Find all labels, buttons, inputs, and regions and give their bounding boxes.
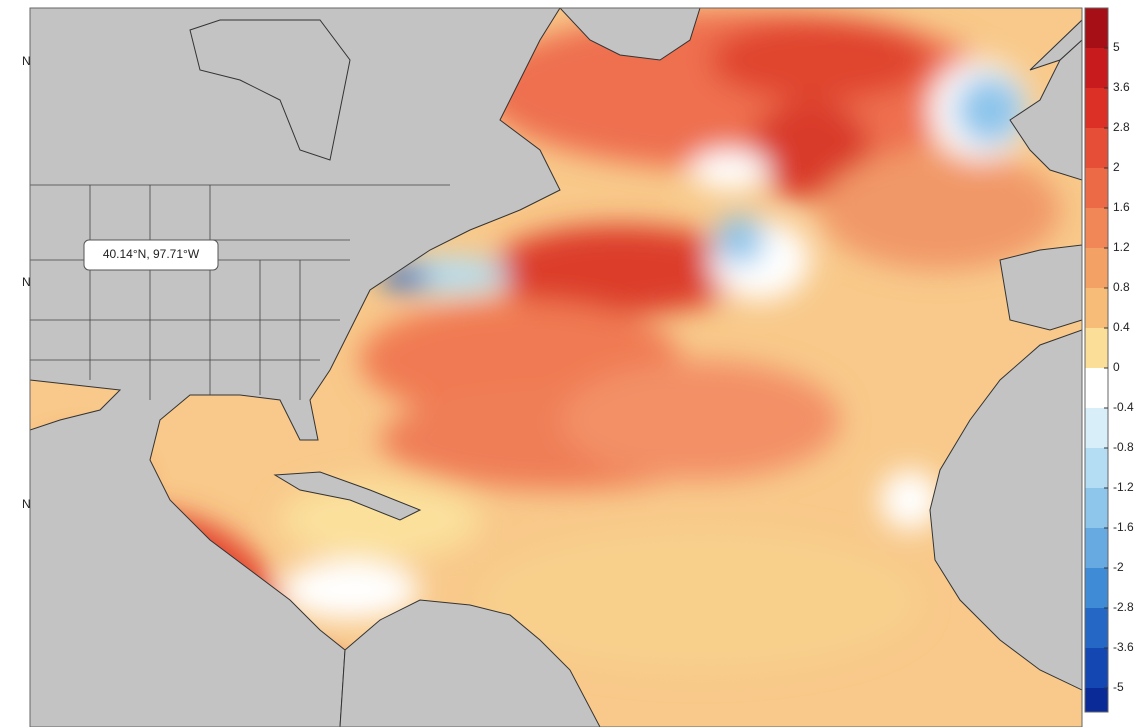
colorbar-label: -2 [1113,560,1124,574]
colorbar-segment [1085,328,1108,368]
colorbar-label: 1.6 [1113,200,1130,214]
colorbar-label: -5 [1113,680,1124,694]
colorbar-segment [1085,368,1108,408]
british-isles [1009,39,1082,181]
colorbar-segment [1085,248,1108,288]
colorbar: 5 3.6 2.8 2 1.6 1.2 0.8 0.4 0 -0.4 -0.8 -1.2 -1.6 -2 -… [1084,7,1134,713]
colorbar-frame [1084,7,1109,713]
colorbar-segment [1085,288,1108,328]
colorbar-segment [1085,8,1108,48]
colorbar-label: -1.6 [1113,520,1134,534]
colorbar-label: -0.8 [1113,440,1134,454]
colorbar-segment [1085,648,1108,688]
europe [999,19,1082,331]
colorbar-label: -1.2 [1113,480,1134,494]
latitude-label: N [22,54,31,68]
map-area: 40.14°N, 97.71°W [30,8,1082,727]
colorbar-label: 0 [1113,360,1120,374]
colorbar-segment [1085,528,1108,568]
north-america [30,8,561,727]
colorbar-segment [1085,688,1108,712]
colorbar-label: -0.4 [1113,400,1134,414]
latitude-label: N [22,497,31,511]
colorbar-label: 2 [1113,160,1120,174]
colorbar-segment [1085,208,1108,248]
colorbar-segment [1085,608,1108,648]
colorbar-segment [1085,408,1108,448]
colorbar-label: -3.6 [1113,640,1134,654]
cuba [273,471,422,521]
tooltip-box [83,239,219,271]
latitude-labels: N N N [22,54,31,511]
colorbar-label: 5 [1113,40,1120,54]
africa [929,329,1082,691]
colorbar-label: 0.8 [1113,280,1130,294]
colorbar-label: 2.8 [1113,120,1130,134]
greenland [559,8,701,61]
colorbar-segment [1085,128,1108,168]
south-america [339,599,601,727]
colorbar-segment [1085,448,1108,488]
colorbar-label: 1.2 [1113,240,1130,254]
latitude-label: N [22,275,31,289]
colorbar-segment [1085,488,1108,528]
map-frame [29,7,1083,727]
colorbar-label: 0.4 [1113,320,1130,334]
colorbar-segment [1085,88,1108,128]
colorbar-segment [1085,48,1108,88]
colorbar-label: -2.8 [1113,600,1134,614]
colorbar-segment [1085,568,1108,608]
colorbar-label: 3.6 [1113,80,1130,94]
tooltip-text: 40.14°N, 97.71°W [103,247,200,261]
colorbar-segment [1085,168,1108,208]
